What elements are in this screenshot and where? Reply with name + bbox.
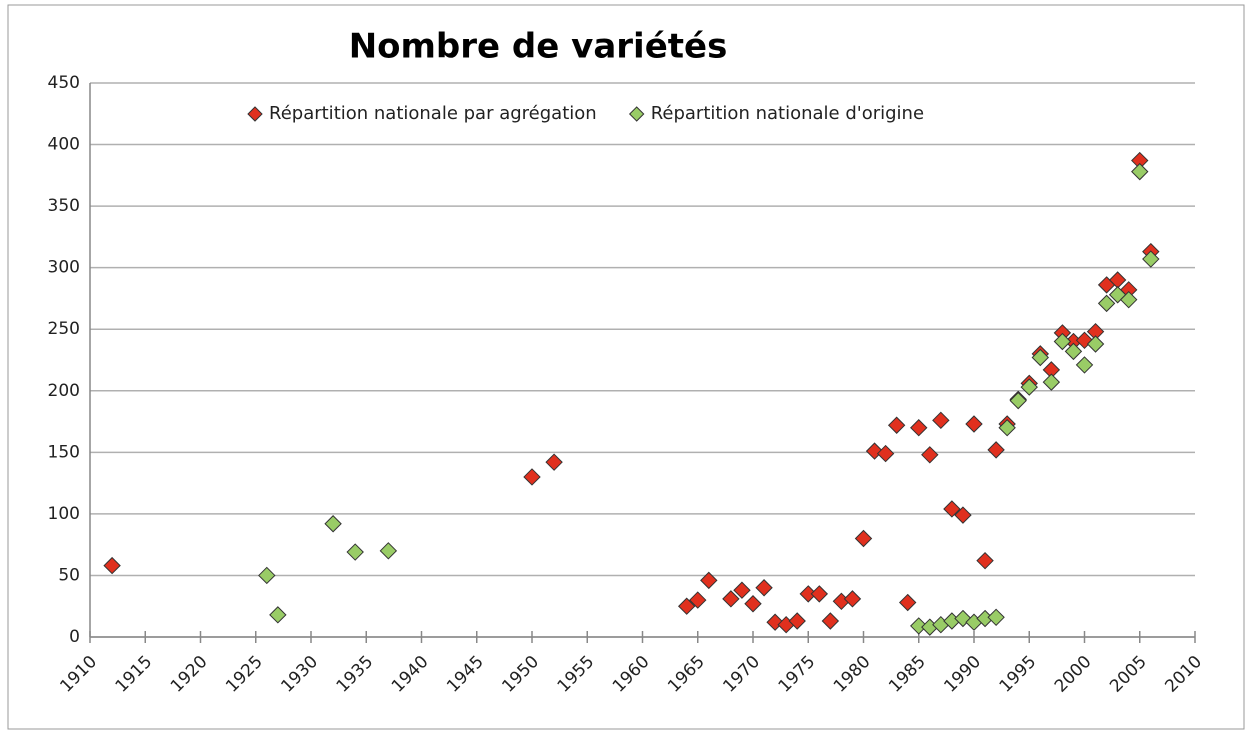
scatter-point [1064,342,1083,361]
chart-frame [7,4,1245,730]
scatter-point [523,468,541,486]
scatter-point [755,579,773,597]
scatter-point [103,556,121,575]
y-tick-label: 150 [48,442,80,462]
scatter-point [689,591,707,609]
y-tick-label: 250 [48,319,80,339]
scatter-point [998,419,1016,437]
scatter-point [722,590,740,608]
scatter-point [1086,335,1105,353]
scatter-point [1031,348,1050,367]
y-tick-label: 400 [48,135,80,155]
scatter-point [810,585,829,603]
scatter-point [766,613,784,631]
scatter-point [379,542,398,560]
scatter-point [258,566,276,585]
scatter-point [987,608,1005,627]
scatter-point [677,597,696,615]
legend-label: Répartition nationale d'origine [651,103,924,124]
legend-label: Répartition nationale par agrégation [269,103,597,124]
scatter-point [876,444,895,463]
y-tick-label: 300 [48,258,80,278]
scatter-point [788,612,806,630]
scatter-point [733,581,751,599]
scatter-point [821,612,840,630]
chart-title: Nombre de variétés [349,27,728,67]
scatter-point [1142,250,1160,268]
scatter-point [1119,290,1138,309]
scatter-point [932,411,950,430]
y-tick-label: 350 [48,196,80,216]
scatter-point [910,617,928,635]
scatter-point [545,453,563,471]
scatter-point [954,506,972,524]
scatter-point [1020,378,1038,396]
y-tick-label: 0 [69,627,80,647]
scatter-point [854,529,873,548]
scatter-point [269,606,287,624]
legend: Répartition nationale par agrégation Répa… [247,103,924,124]
scatter-point [921,446,939,464]
scatter-point [1042,373,1061,391]
y-tick-label: 100 [48,504,80,524]
y-tick-label: 50 [58,565,80,585]
y-tick-label: 200 [48,381,80,401]
scatter-point [1075,356,1094,374]
scatter-point [987,441,1005,459]
scatter-point [1131,162,1149,181]
scatter-point [324,515,342,533]
legend-marker [628,106,645,122]
scatter-point [976,551,994,570]
scatter-point [1053,332,1072,351]
scatter-point [1097,294,1116,313]
scatter-point [744,595,762,613]
legend-marker [247,106,263,122]
scatter-point [910,419,928,437]
scatter-point [346,543,364,561]
scatter-point [943,500,961,518]
scatter-point [898,593,917,612]
y-tick-label: 450 [48,73,80,93]
scatter-point [965,415,983,433]
scatter-point [887,416,906,434]
scatter-point [700,571,718,590]
scatter-point [843,590,862,608]
scatter-point [1009,391,1027,410]
